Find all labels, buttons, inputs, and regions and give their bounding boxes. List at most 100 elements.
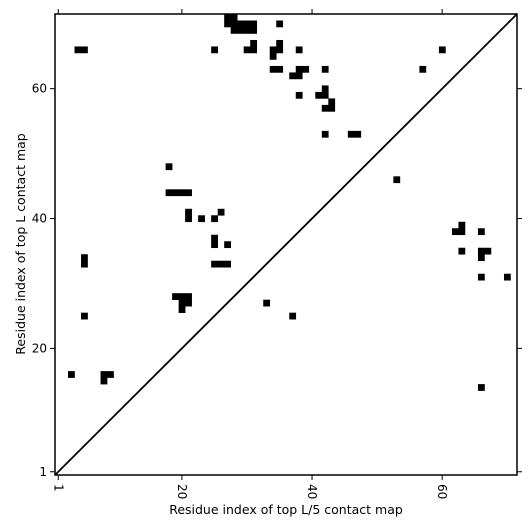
contact-cell xyxy=(178,299,186,307)
contact-cell xyxy=(81,46,88,54)
contact-cell xyxy=(185,189,192,197)
contact-cell xyxy=(276,20,284,28)
contact-cell xyxy=(243,20,251,28)
contact-cell xyxy=(224,260,231,268)
contact-cell xyxy=(100,377,108,385)
y-axis-title: Residue index of top L contact map xyxy=(13,133,28,354)
contact-cell xyxy=(185,208,192,216)
contact-cell xyxy=(438,46,446,54)
contact-cell xyxy=(321,91,329,99)
contact-cell xyxy=(165,163,173,171)
contact-cell xyxy=(243,26,251,34)
contact-cell xyxy=(321,65,329,73)
contact-cell xyxy=(211,46,218,54)
contact-cell xyxy=(211,260,218,268)
contact-cell xyxy=(81,312,88,320)
contact-cell xyxy=(451,228,459,236)
contact-cell xyxy=(250,46,258,54)
contact-cell xyxy=(477,247,485,255)
contact-cell xyxy=(178,189,186,197)
contact-cell xyxy=(477,228,485,236)
contact-cell xyxy=(224,14,231,21)
contact-cell xyxy=(458,221,466,229)
contact-cell xyxy=(458,228,466,236)
contact-cell xyxy=(302,65,310,73)
contact-cell xyxy=(198,215,205,223)
axis-ticks: 1 20 40 60 1 20 40 60 xyxy=(32,9,522,499)
contact-cell xyxy=(185,215,192,223)
contact-cell xyxy=(68,371,75,378)
contact-cell xyxy=(458,247,466,255)
contact-cell xyxy=(107,371,114,378)
contact-cell xyxy=(328,104,336,112)
contact-cell xyxy=(81,260,88,268)
contact-cell xyxy=(230,14,238,21)
contact-cell xyxy=(354,130,362,138)
contact-cell xyxy=(289,312,297,320)
contact-cell xyxy=(185,299,192,307)
contact-cell xyxy=(295,91,303,99)
contact-cell xyxy=(484,247,492,255)
plot-frame xyxy=(54,13,518,476)
contact-cell xyxy=(172,189,179,197)
contact-cell xyxy=(269,65,277,73)
contact-cell xyxy=(165,189,173,197)
contact-cell xyxy=(74,46,82,54)
contact-cell xyxy=(269,52,277,60)
contact-cell xyxy=(250,39,258,47)
x-axis-title: Residue index of top L/5 contact map xyxy=(169,502,403,517)
x-tick-label: 1 xyxy=(51,484,65,492)
contact-cell xyxy=(503,273,511,281)
contact-cell xyxy=(347,130,355,138)
contact-cell xyxy=(81,254,88,262)
contact-cell xyxy=(211,234,218,242)
y-tick-label: 40 xyxy=(32,212,47,226)
contact-cell xyxy=(321,85,329,93)
contact-cell xyxy=(295,46,303,54)
contact-cell xyxy=(295,65,303,73)
contact-cell xyxy=(217,260,225,268)
contact-cell xyxy=(321,130,329,138)
contact-cell xyxy=(276,46,284,54)
x-tick-label: 40 xyxy=(305,484,319,499)
contact-cell xyxy=(321,104,329,112)
contact-cell xyxy=(393,176,401,184)
y-tick-label: 20 xyxy=(32,341,47,355)
contact-cell xyxy=(237,26,245,34)
contact-cell xyxy=(276,65,284,73)
contact-cell xyxy=(315,91,323,99)
contact-cell xyxy=(250,26,258,34)
contact-cell xyxy=(230,20,238,28)
contact-cell xyxy=(217,208,225,216)
contact-cell xyxy=(100,371,108,378)
contact-cell xyxy=(178,293,186,300)
contact-cell xyxy=(178,306,186,313)
contact-cell xyxy=(477,254,485,262)
contact-cell xyxy=(477,273,485,281)
contact-cell xyxy=(328,98,336,106)
contact-cell xyxy=(224,20,231,28)
contact-cell xyxy=(295,72,303,80)
contact-cell xyxy=(185,293,192,300)
contact-cell xyxy=(243,46,251,54)
y-tick-label: 1 xyxy=(39,465,47,479)
contact-cell xyxy=(224,241,231,249)
diagonal-line xyxy=(54,13,518,476)
contact-cell xyxy=(477,384,485,391)
contact-cell xyxy=(172,293,179,300)
contact-cell xyxy=(289,72,297,80)
contact-cell xyxy=(263,299,271,307)
x-tick-label: 20 xyxy=(175,484,189,499)
contact-cell xyxy=(237,20,245,28)
contact-cells xyxy=(68,14,511,391)
contact-cell xyxy=(419,65,427,73)
x-tick-label: 60 xyxy=(435,484,449,499)
contact-cell xyxy=(211,215,218,223)
contact-cell xyxy=(211,241,218,249)
contact-cell xyxy=(276,39,284,47)
contact-cell xyxy=(230,26,238,34)
y-tick-label: 60 xyxy=(32,82,47,96)
contact-cell xyxy=(269,46,277,54)
contact-cell xyxy=(250,20,258,28)
